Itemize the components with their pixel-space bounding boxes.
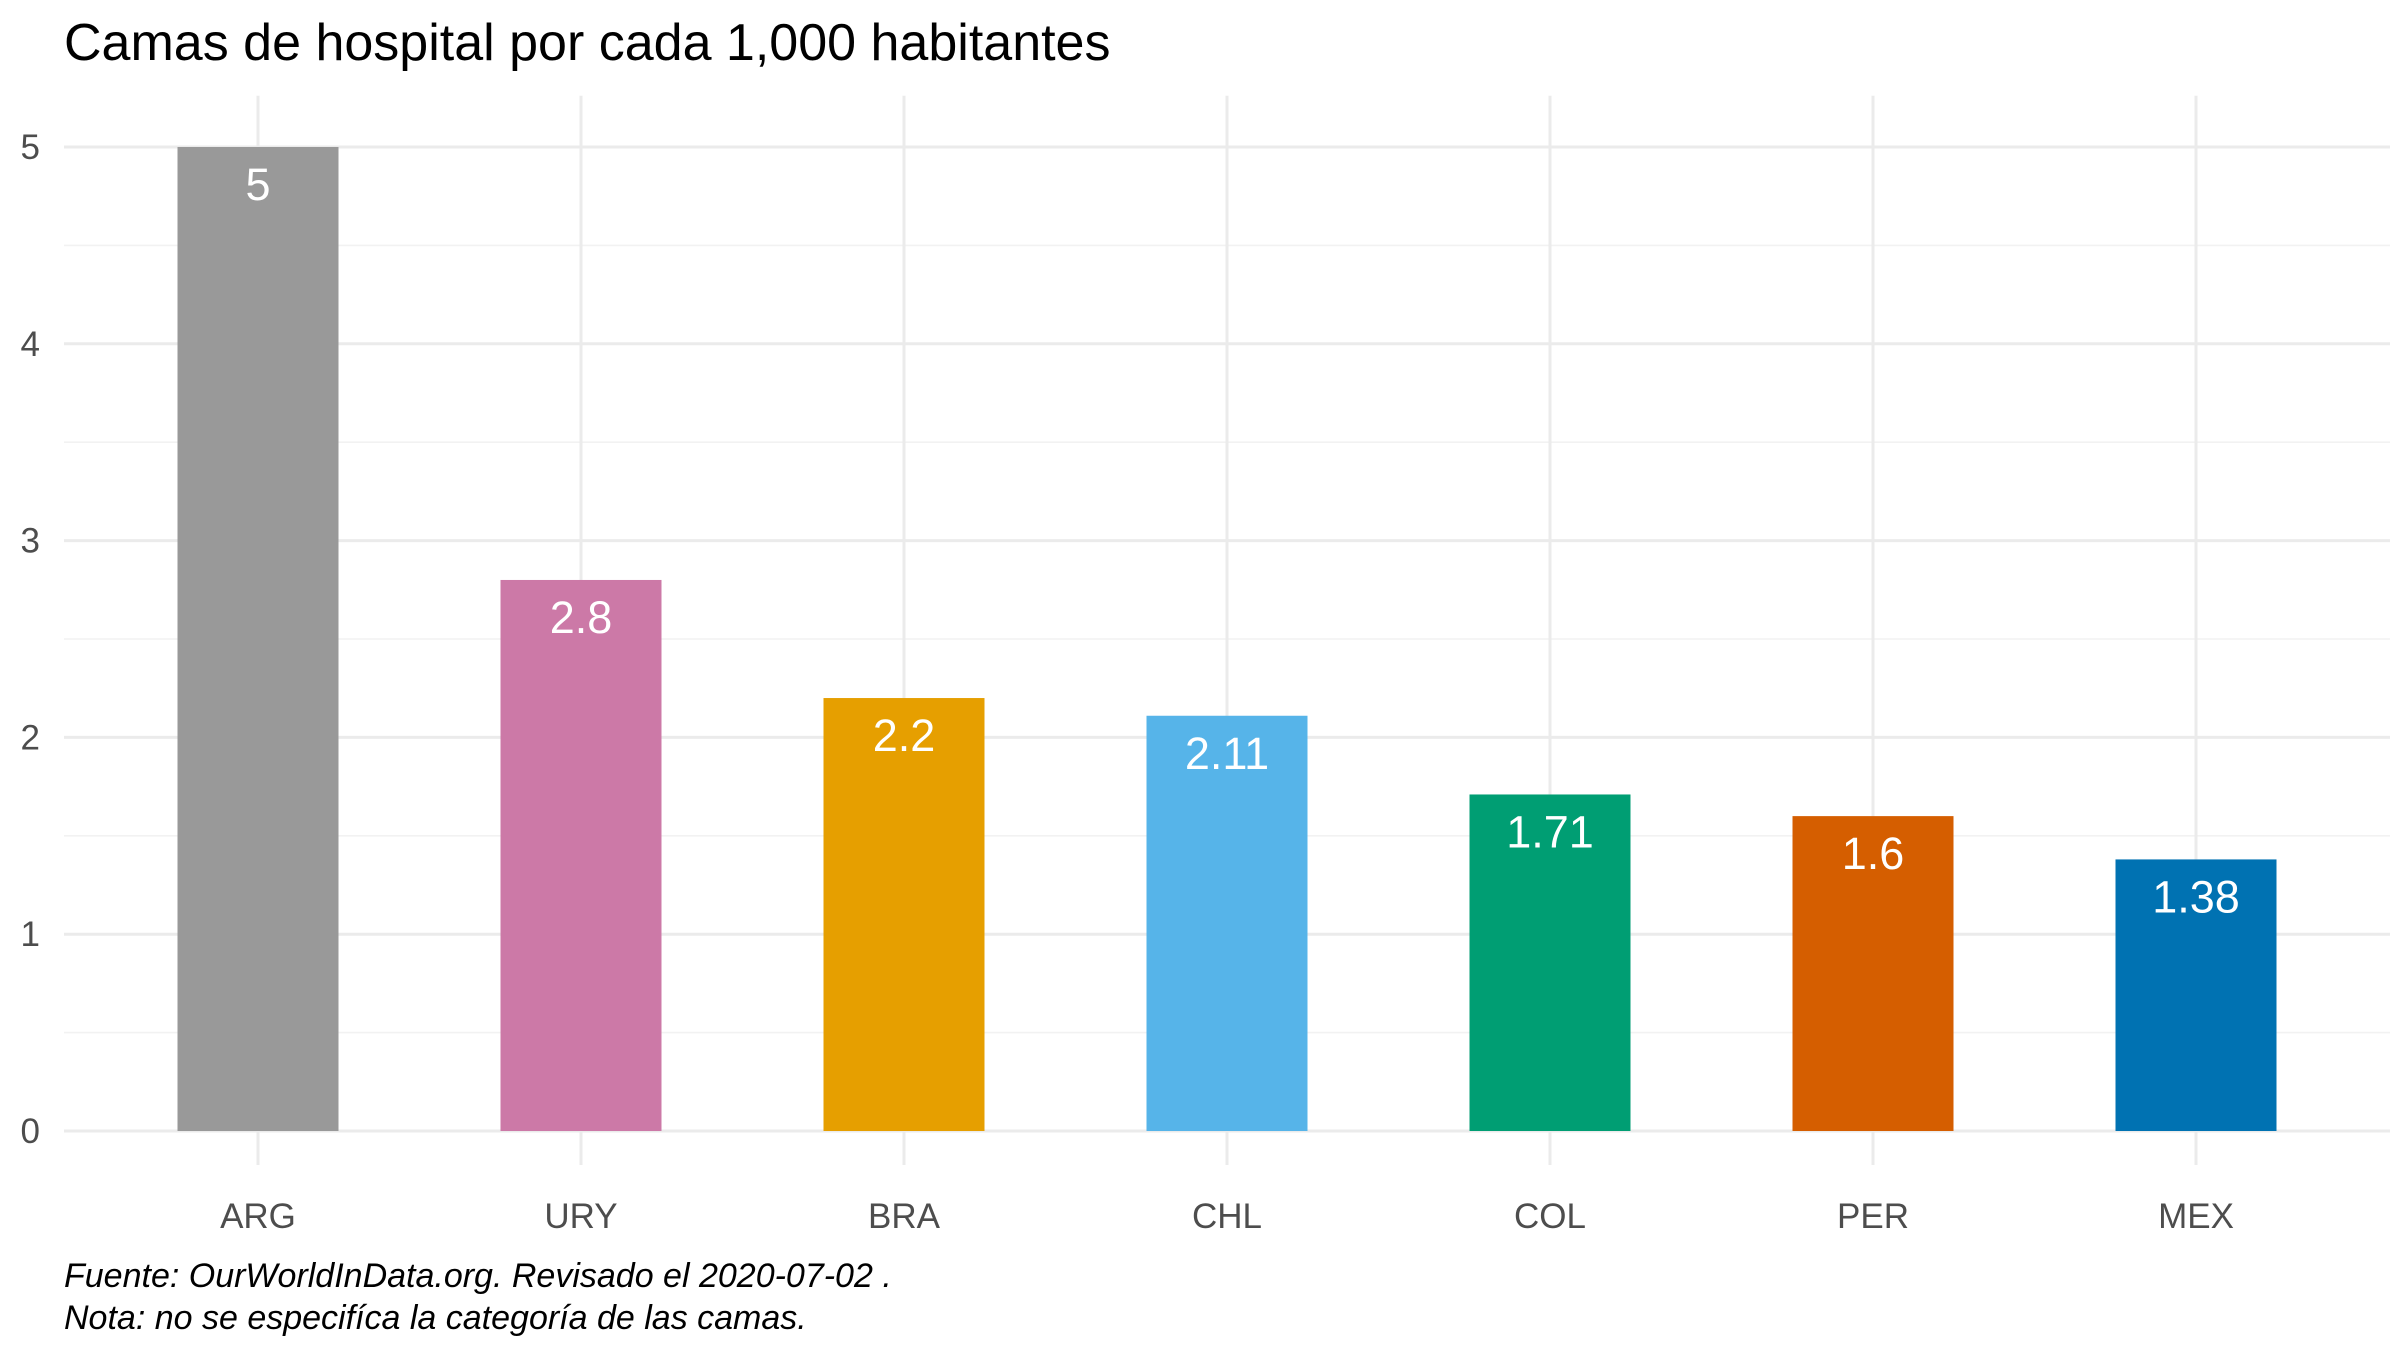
- x-tick-label: URY: [544, 1197, 617, 1236]
- x-tick-label: PER: [1837, 1197, 1909, 1236]
- x-tick-label: CHL: [1192, 1197, 1262, 1236]
- x-tick-label: ARG: [220, 1197, 296, 1236]
- x-tick-label: MEX: [2158, 1197, 2234, 1236]
- y-tick-label: 3: [21, 522, 40, 561]
- data-label-col: 1.71: [1506, 806, 1594, 857]
- y-tick-label: 2: [21, 718, 40, 757]
- data-label-per: 1.6: [1842, 828, 1905, 879]
- y-tick-label: 0: [21, 1112, 40, 1151]
- bar-ury: [500, 579, 662, 1131]
- bars: [177, 147, 2277, 1131]
- x-axis: ARG URY BRA CHL COL PER MEX: [220, 1197, 2234, 1236]
- x-tick-label: COL: [1514, 1197, 1586, 1236]
- data-label-chl: 2.11: [1185, 728, 1269, 779]
- data-label-arg: 5: [245, 159, 270, 210]
- y-tick-label: 1: [21, 915, 40, 954]
- bar-bra: [823, 698, 985, 1131]
- data-label-bra: 2.2: [873, 710, 936, 761]
- y-tick-label: 4: [21, 325, 40, 364]
- chart-title: Camas de hospital por cada 1,000 habitan…: [64, 14, 1110, 72]
- caption-note: Nota: no se especifíca la categoría de l…: [64, 1299, 807, 1337]
- caption-source: Fuente: OurWorldInData.org. Revisado el …: [64, 1257, 892, 1295]
- bar-per: [1792, 816, 1954, 1131]
- bar-col: [1469, 794, 1631, 1131]
- x-tick-label: BRA: [868, 1197, 941, 1236]
- bar-value-labels: 5 2.8 2.2 2.11 1.71 1.6 1.38: [245, 159, 2239, 922]
- bar-arg: [177, 147, 339, 1131]
- bar-mex: [2115, 859, 2277, 1131]
- y-axis: 0 1 2 3 4 5: [21, 128, 40, 1151]
- data-label-mex: 1.38: [2152, 871, 2240, 922]
- y-tick-label: 5: [21, 128, 40, 167]
- bar-chl: [1146, 715, 1308, 1131]
- data-label-ury: 2.8: [550, 592, 613, 643]
